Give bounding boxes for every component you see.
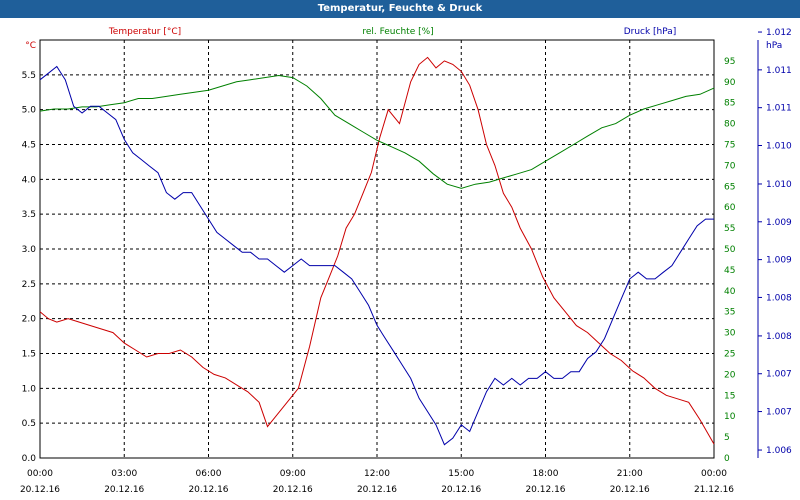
temperature-series-line bbox=[39, 56, 715, 445]
temperature-tick-label: 5.0 bbox=[22, 106, 37, 116]
temperature-tick-label: 0.0 bbox=[22, 454, 37, 464]
humidity-tick-label: 60 bbox=[724, 203, 736, 213]
humidity-tick-label: 95 bbox=[724, 57, 735, 67]
temperature-tick-label: 2.0 bbox=[22, 315, 37, 325]
x-tick-date-label: 20.12.16 bbox=[610, 485, 650, 495]
pressure-tick-label: 1.006 bbox=[766, 446, 792, 456]
temperature-tick-label: 4.0 bbox=[22, 175, 37, 185]
x-tick-date-label: 20.12.16 bbox=[357, 485, 397, 495]
humidity-tick-label: 5 bbox=[724, 433, 730, 443]
humidity-tick-label: 45 bbox=[724, 266, 735, 276]
pressure-unit-label: hPa bbox=[766, 41, 782, 51]
pressure-tick-label: 1.011 bbox=[766, 104, 792, 114]
humidity-tick-label: 25 bbox=[724, 350, 735, 360]
humidity-tick-label: 75 bbox=[724, 141, 735, 151]
humidity-tick-label: 55 bbox=[724, 224, 735, 234]
temperature-tick-label: 1.0 bbox=[22, 384, 37, 394]
humidity-tick-label: 90 bbox=[724, 78, 736, 88]
x-tick-date-label: 20.12.16 bbox=[525, 485, 565, 495]
x-tick-date-label: 20.12.16 bbox=[273, 485, 313, 495]
x-tick-time-label: 21:00 bbox=[617, 469, 643, 479]
temperature-unit-label: °C bbox=[25, 41, 36, 51]
pressure-tick-label: 1.012 bbox=[766, 28, 792, 38]
humidity-tick-label: 15 bbox=[724, 391, 735, 401]
pressure-axis-title: Druck [hPa] bbox=[624, 27, 677, 37]
temperature-tick-label: 0.5 bbox=[22, 419, 36, 429]
temperature-tick-label: 3.0 bbox=[22, 245, 37, 255]
pressure-tick-label: 1.008 bbox=[766, 332, 792, 342]
pressure-tick-label: 1.009 bbox=[766, 256, 792, 266]
pressure-tick-label: 1.010 bbox=[766, 141, 792, 151]
temperature-axis-title: Temperatur [°C] bbox=[108, 27, 181, 37]
temperature-tick-label: 3.5 bbox=[22, 210, 36, 220]
grid bbox=[39, 39, 715, 459]
pressure-tick-label: 1.007 bbox=[766, 370, 792, 380]
humidity-tick-label: 50 bbox=[724, 245, 736, 255]
temperature-tick-label: 1.5 bbox=[22, 350, 36, 360]
humidity-tick-label: 65 bbox=[724, 182, 735, 192]
pressure-series-line bbox=[39, 65, 714, 446]
x-tick-time-label: 15:00 bbox=[448, 469, 474, 479]
pressure-tick-label: 1.007 bbox=[766, 408, 792, 418]
x-tick-date-label: 21.12.16 bbox=[694, 485, 734, 495]
x-tick-time-label: 18:00 bbox=[533, 469, 559, 479]
pressure-tick-label: 1.011 bbox=[766, 66, 792, 76]
x-tick-time-label: 00:00 bbox=[27, 469, 53, 479]
humidity-tick-label: 80 bbox=[724, 120, 736, 130]
humidity-axis-title: rel. Feuchte [%] bbox=[362, 27, 433, 37]
x-tick-time-label: 09:00 bbox=[280, 469, 306, 479]
x-tick-time-label: 12:00 bbox=[364, 469, 390, 479]
humidity-tick-label: 35 bbox=[724, 308, 735, 318]
x-tick-time-label: 03:00 bbox=[111, 469, 137, 479]
x-tick-date-label: 20.12.16 bbox=[188, 485, 228, 495]
humidity-series-line bbox=[39, 74, 715, 189]
x-tick-date-label: 20.12.16 bbox=[20, 485, 60, 495]
humidity-tick-label: 30 bbox=[724, 329, 736, 339]
humidity-tick-label: 85 bbox=[724, 99, 735, 109]
x-tick-time-label: 00:00 bbox=[701, 469, 727, 479]
pressure-tick-label: 1.010 bbox=[766, 180, 792, 190]
humidity-tick-label: 70 bbox=[724, 161, 736, 171]
temperature-tick-label: 5.5 bbox=[22, 71, 36, 81]
x-tick-time-label: 06:00 bbox=[196, 469, 222, 479]
axes: 00:00 20.12.16 03:00 20.12.16 06:00 20.12.16 0… bbox=[20, 27, 792, 495]
chart-title: Temperatur, Feuchte & Druck bbox=[0, 0, 800, 18]
humidity-tick-label: 10 bbox=[724, 412, 736, 422]
temperature-tick-label: 4.5 bbox=[22, 141, 36, 151]
humidity-tick-label: 40 bbox=[724, 287, 736, 297]
humidity-tick-label: 0 bbox=[724, 454, 730, 464]
series-lines bbox=[39, 56, 715, 446]
humidity-tick-label: 20 bbox=[724, 370, 736, 380]
x-tick-date-label: 20.12.16 bbox=[104, 485, 144, 495]
x-tick-date-label: 20.12.16 bbox=[441, 485, 481, 495]
pressure-tick-label: 1.008 bbox=[766, 293, 792, 303]
temperature-tick-label: 2.5 bbox=[22, 280, 36, 290]
pressure-tick-label: 1.009 bbox=[766, 218, 792, 228]
